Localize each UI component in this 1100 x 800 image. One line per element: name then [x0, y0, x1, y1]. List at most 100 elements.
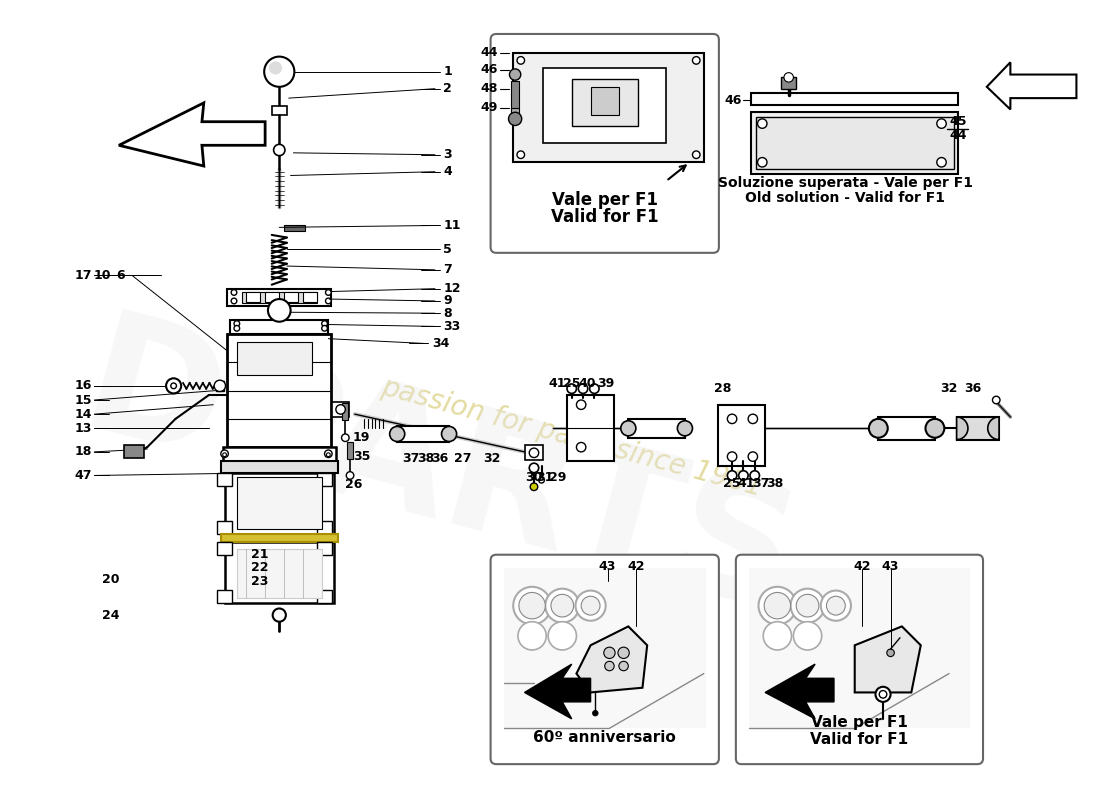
Bar	[317, 542, 332, 554]
Bar	[284, 293, 298, 302]
Circle shape	[231, 290, 236, 295]
Text: 36: 36	[431, 452, 449, 465]
Text: Vale per F1: Vale per F1	[811, 715, 907, 730]
Polygon shape	[987, 62, 1077, 110]
Bar	[222, 447, 336, 462]
Text: 11: 11	[443, 219, 461, 232]
Text: 4: 4	[443, 166, 452, 178]
Bar	[566, 395, 614, 462]
Text: 34: 34	[432, 337, 450, 350]
Circle shape	[327, 453, 330, 457]
Text: 29: 29	[549, 471, 566, 484]
Text: 18: 18	[75, 446, 91, 458]
Bar	[718, 405, 766, 466]
Circle shape	[546, 589, 580, 622]
Circle shape	[514, 586, 551, 625]
Circle shape	[748, 452, 758, 462]
Bar	[317, 590, 332, 603]
Text: 42: 42	[854, 559, 871, 573]
Circle shape	[759, 586, 796, 625]
Text: 42: 42	[627, 559, 645, 573]
Text: Vale per F1: Vale per F1	[552, 191, 658, 209]
Circle shape	[264, 57, 295, 87]
Text: 35: 35	[353, 450, 371, 463]
Circle shape	[992, 396, 1000, 404]
Circle shape	[529, 448, 539, 458]
Circle shape	[869, 419, 888, 438]
Circle shape	[764, 593, 791, 619]
Circle shape	[231, 298, 236, 304]
Bar	[228, 334, 331, 447]
Bar	[272, 106, 287, 115]
Text: 12: 12	[443, 282, 461, 295]
Text: 20: 20	[102, 573, 120, 586]
FancyBboxPatch shape	[736, 554, 983, 764]
Bar	[236, 342, 312, 374]
Circle shape	[268, 299, 290, 322]
Text: 38: 38	[417, 452, 434, 465]
Text: 40: 40	[579, 377, 595, 390]
Circle shape	[170, 383, 176, 389]
Bar	[123, 446, 144, 458]
Text: 60º anniversario: 60º anniversario	[534, 730, 676, 746]
Circle shape	[566, 384, 576, 394]
Circle shape	[234, 321, 240, 326]
Text: 14: 14	[75, 408, 91, 421]
Text: 32: 32	[940, 382, 958, 395]
Circle shape	[879, 690, 887, 698]
Bar	[348, 442, 353, 459]
Circle shape	[530, 483, 538, 490]
Polygon shape	[855, 626, 921, 693]
Text: 23: 23	[251, 574, 268, 588]
Bar	[749, 568, 970, 728]
Bar	[246, 293, 261, 302]
Text: passion for parts since 1961: passion for parts since 1961	[378, 374, 766, 502]
Bar	[512, 81, 519, 110]
Text: 43: 43	[882, 559, 900, 573]
Bar	[221, 534, 338, 542]
Text: 46: 46	[724, 94, 741, 106]
Text: 16: 16	[75, 379, 91, 392]
Circle shape	[619, 662, 628, 670]
Bar	[525, 446, 543, 460]
Circle shape	[784, 73, 793, 82]
Circle shape	[321, 326, 328, 331]
Circle shape	[576, 400, 586, 410]
Bar	[751, 94, 958, 105]
Bar	[572, 79, 638, 126]
Text: 30: 30	[526, 471, 542, 484]
Text: Old solution - Valid for F1: Old solution - Valid for F1	[746, 191, 945, 205]
Text: 7: 7	[443, 263, 452, 276]
Text: 43: 43	[598, 559, 616, 573]
Text: 3: 3	[443, 148, 452, 162]
Text: 27: 27	[454, 452, 472, 465]
Bar	[591, 87, 619, 115]
Circle shape	[519, 593, 546, 619]
Circle shape	[234, 326, 240, 331]
Circle shape	[876, 686, 891, 702]
Text: 46: 46	[481, 63, 498, 76]
Text: 33: 33	[443, 320, 461, 333]
Text: 25: 25	[563, 377, 581, 390]
Bar	[756, 117, 954, 169]
Circle shape	[214, 380, 225, 391]
Circle shape	[937, 119, 946, 128]
Circle shape	[575, 590, 606, 621]
Text: 44: 44	[949, 130, 967, 142]
Bar	[236, 478, 321, 530]
Bar	[217, 473, 232, 486]
Bar	[504, 568, 706, 728]
Bar	[230, 320, 328, 334]
Text: DPARTS: DPARTS	[67, 302, 813, 649]
Text: 1: 1	[443, 66, 452, 78]
Text: 8: 8	[443, 306, 452, 320]
Circle shape	[748, 414, 758, 423]
Circle shape	[324, 450, 332, 458]
Polygon shape	[525, 664, 591, 719]
Circle shape	[826, 596, 845, 615]
Text: 44: 44	[481, 46, 498, 59]
Bar	[781, 78, 796, 89]
Circle shape	[727, 452, 737, 462]
Text: 39: 39	[597, 377, 614, 390]
Circle shape	[517, 151, 525, 158]
